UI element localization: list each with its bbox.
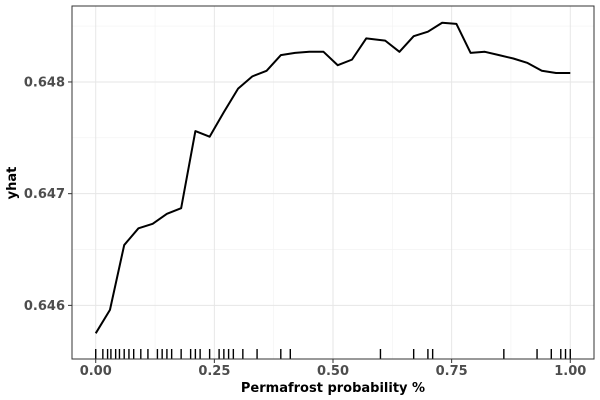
x-tick-label: 0.00 [80,364,112,379]
y-tick-label: 0.647 [24,187,65,202]
series-line [94,21,571,334]
x-axis-title: Permafrost probability % [241,381,425,396]
x-tick-label: 1.00 [554,364,586,379]
rug-marks [95,349,571,359]
x-tick-label: 0.50 [317,364,349,379]
y-tick-label: 0.648 [24,75,65,90]
y-axis-title: yhat [5,167,20,200]
grid-lines [72,6,594,359]
y-axis: 0.646 0.647 0.648 [24,75,72,314]
x-tick-label: 0.25 [198,364,230,379]
y-tick-label: 0.646 [24,299,65,314]
x-tick-label: 0.75 [436,364,468,379]
x-axis: 0.00 0.25 0.50 0.75 1.00 [80,359,586,379]
